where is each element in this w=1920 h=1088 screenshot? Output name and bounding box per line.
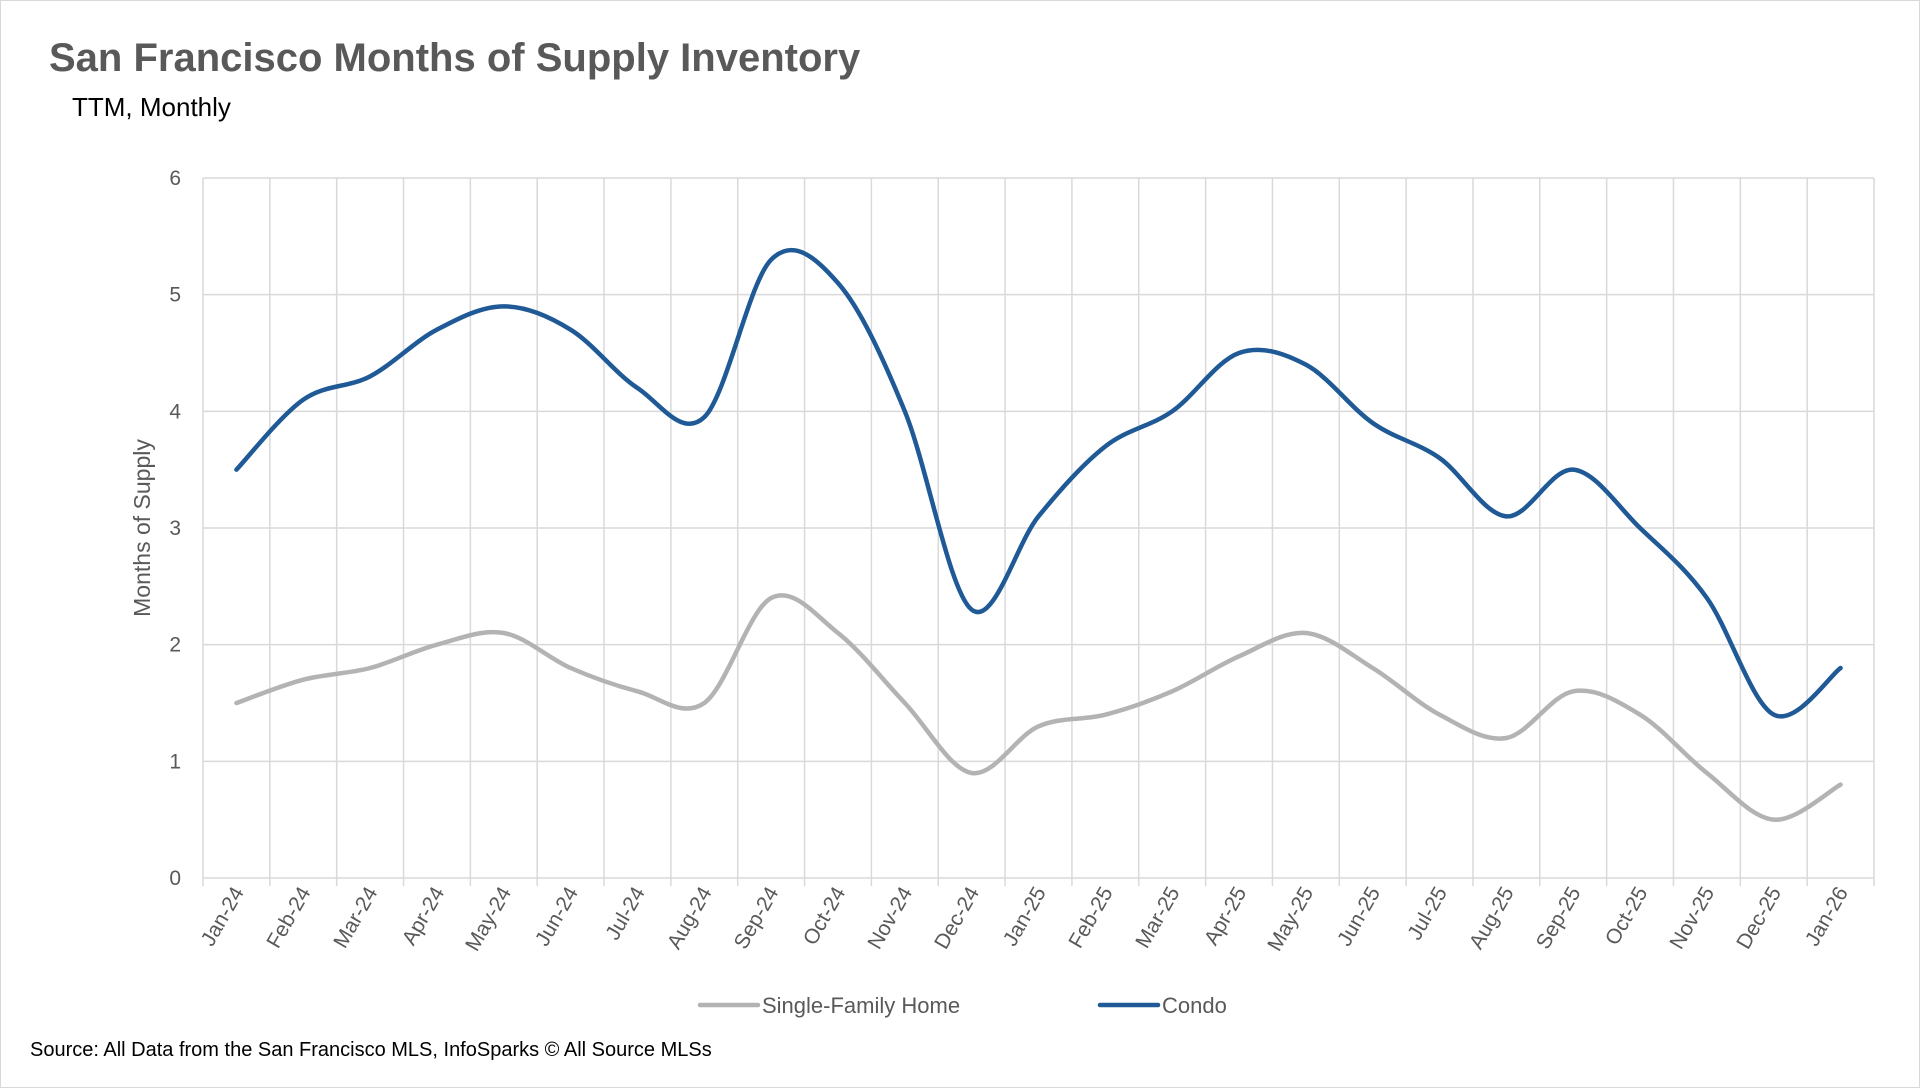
x-tick-label: Jan-25 [999,883,1051,950]
x-tick-label: Nov-25 [1665,883,1719,953]
series-line-single-family-home [234,593,1843,822]
y-tick-label: 6 [169,167,181,190]
x-tick-label: Jan-24 [197,883,249,950]
x-tick-label: Apr-24 [398,883,450,949]
x-tick-label: May-24 [461,883,516,955]
chart-title: San Francisco Months of Supply Inventory [49,36,861,80]
x-tick-label: Sep-24 [730,883,784,953]
x-tick-label: Jul-24 [601,883,650,944]
y-tick-label: 5 [169,284,181,307]
x-tick-label: Nov-24 [863,883,917,953]
x-tick-label: Mar-25 [1131,883,1184,952]
x-tick-label: Feb-24 [262,883,315,952]
x-tick-label: Jul-25 [1403,883,1452,944]
x-tick-label: Apr-25 [1200,883,1251,949]
series-line-condo [234,247,1843,719]
source-note: Source: All Data from the San Francisco … [30,1039,712,1061]
chart-subtitle: TTM, Monthly [72,92,231,122]
x-tick-label: Feb-25 [1064,883,1117,952]
x-tick-label: Jan-26 [1801,883,1853,950]
x-tick-label: Oct-25 [1601,883,1652,949]
y-axis-label: Months of Supply [129,439,155,617]
x-tick-label: Aug-25 [1465,883,1519,953]
x-tick-label: Jun-25 [1333,883,1385,950]
y-tick-label: 3 [169,517,181,540]
y-tick-label: 0 [169,867,181,890]
x-tick-label: Aug-24 [663,883,717,953]
legend-label-single-family-home: Single-Family Home [762,993,960,1018]
y-tick-label: 1 [169,750,181,773]
x-tick-label: Dec-25 [1732,883,1786,953]
legend-label-condo: Condo [1162,993,1227,1018]
x-tick-label: Jun-24 [531,883,583,950]
x-tick-label: Sep-25 [1532,883,1586,953]
x-tick-label: Mar-24 [329,883,382,952]
x-tick-label: May-25 [1263,883,1318,955]
x-tick-label: Dec-24 [930,883,984,953]
y-tick-label: 2 [169,634,181,657]
x-tick-label: Oct-24 [799,883,851,949]
y-tick-label: 4 [169,400,181,423]
